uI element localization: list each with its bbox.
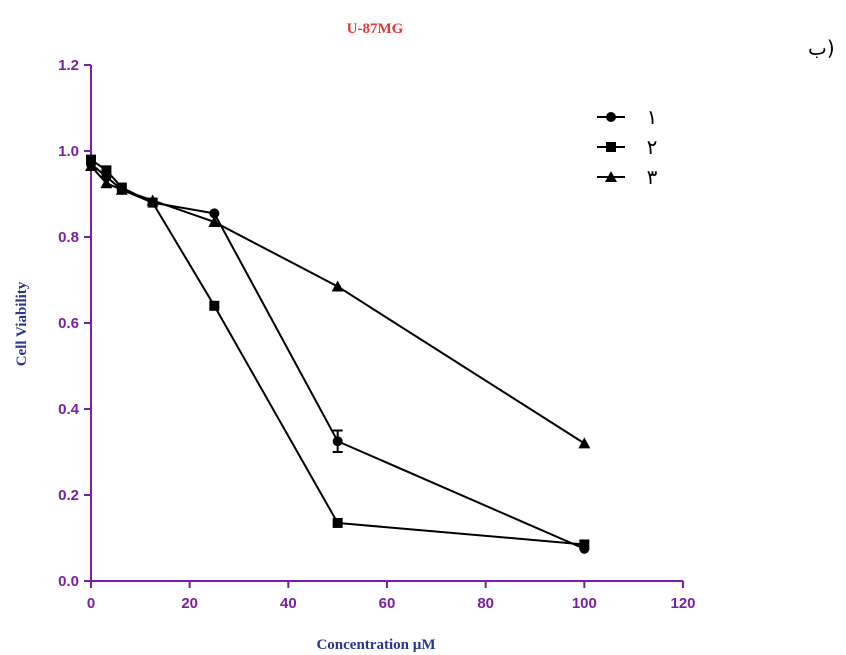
- data-point: [101, 165, 112, 176]
- data-point: [332, 436, 343, 447]
- data-point: [606, 142, 616, 152]
- data-point: [579, 539, 590, 550]
- x-tick-label: 100: [572, 595, 597, 612]
- data-point: [605, 171, 617, 182]
- x-tick-label: 40: [280, 595, 297, 612]
- legend-item-2: ۲: [597, 135, 657, 159]
- data-point: [209, 208, 220, 219]
- data-point: [85, 160, 97, 172]
- data-point: [209, 300, 220, 311]
- data-point: [115, 183, 128, 195]
- legend: ۱ ۲ ۳: [597, 105, 658, 189]
- legend-label: ۱: [647, 105, 658, 129]
- panel-label: ب): [808, 36, 835, 60]
- y-tick-label: 1.2: [58, 57, 79, 74]
- y-tick-label: 0.6: [58, 315, 79, 332]
- chart-title: U-87MG: [347, 21, 404, 37]
- legend-item-1: ۱: [597, 105, 657, 129]
- y-tick-label: 0.4: [58, 401, 80, 418]
- legend-item-3: ۳: [597, 165, 658, 189]
- x-tick-label: 80: [477, 595, 494, 612]
- series-3: [85, 160, 591, 449]
- y-tick-label: 0.0: [58, 573, 79, 590]
- y-tick-label: 1.0: [58, 143, 79, 160]
- legend-label: ۲: [647, 135, 658, 159]
- axes: 0 20 40 60 80 100 120 0.0 0.2 0.4 0.6 0.8 1.0 1.2: [58, 57, 695, 612]
- data-point: [578, 437, 591, 449]
- series-2: [86, 154, 590, 550]
- x-tick-label: 0: [87, 595, 95, 612]
- data-point: [606, 112, 616, 122]
- data-point: [331, 280, 344, 292]
- y-axis-label: Cell Viability: [14, 281, 30, 366]
- y-tick-label: 0.2: [58, 487, 79, 504]
- data-point: [332, 517, 343, 528]
- data-point: [208, 215, 221, 227]
- data-point: [100, 177, 113, 189]
- legend-label: ۳: [647, 165, 658, 189]
- data-point: [146, 194, 159, 206]
- data-point: [86, 154, 96, 165]
- y-tick-label: 0.8: [58, 229, 79, 246]
- x-tick-label: 20: [181, 595, 198, 612]
- series-line: [90, 165, 585, 445]
- x-tick-label: 120: [670, 595, 695, 612]
- x-axis-label: Concentration µM: [316, 637, 435, 653]
- series-line: [90, 158, 585, 546]
- x-tick-label: 60: [379, 595, 396, 612]
- series-layer: [85, 154, 591, 554]
